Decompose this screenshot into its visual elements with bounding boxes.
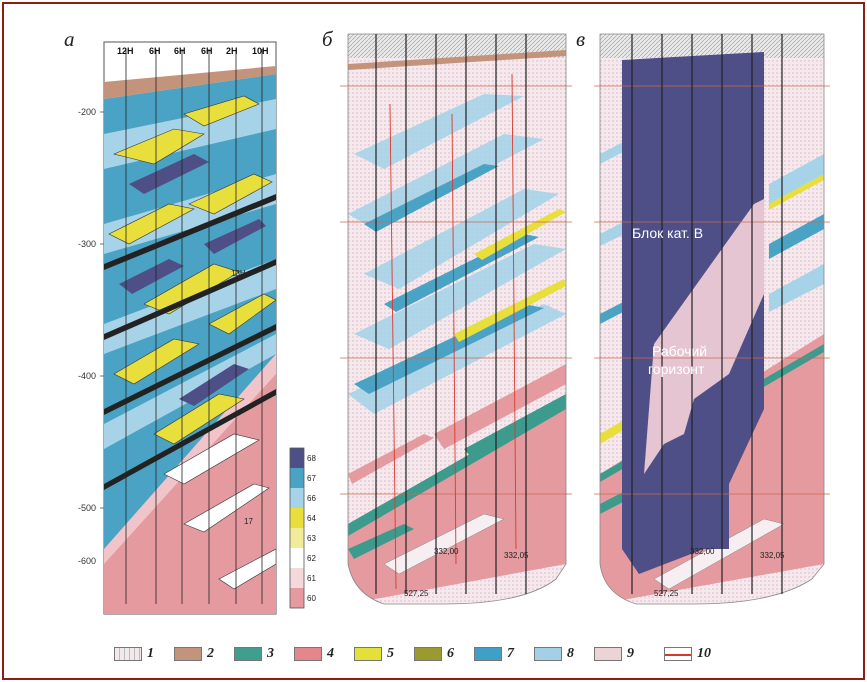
legend: 1 2 3 4 5 6 7 8 bbox=[4, 644, 863, 672]
legend-label-7: 7 bbox=[507, 646, 514, 661]
legend-swatch-5 bbox=[354, 647, 382, 661]
panel-a-section: 12Н 6Н 6Н 6Н 2Н 10Н -200 -300 -400 -500 … bbox=[78, 41, 277, 615]
panel-c-annotation-3: 527,25 bbox=[654, 589, 679, 598]
legend-label-8: 8 bbox=[567, 646, 574, 661]
working-horizon-label-1: Рабочий bbox=[652, 343, 707, 359]
well-label-1: 12Н bbox=[117, 46, 134, 56]
scale-label-7: 61 bbox=[307, 574, 316, 583]
panel-c-annotation-1: 332,00 bbox=[690, 547, 715, 556]
scale-label-3: 66 bbox=[307, 494, 316, 503]
legend-item-6: 6 bbox=[414, 644, 454, 664]
panel-letter-b: б bbox=[322, 27, 334, 51]
depth-label-2: -300 bbox=[78, 239, 96, 249]
legend-item-7: 7 bbox=[474, 644, 514, 664]
panel-letter-a: а bbox=[64, 27, 75, 51]
legend-label-4: 4 bbox=[327, 646, 334, 661]
legend-swatch-1 bbox=[114, 647, 142, 661]
panel-b-annotation-3: 527,25 bbox=[404, 589, 429, 598]
scale-label-5: 63 bbox=[307, 534, 316, 543]
depth-label-3: -400 bbox=[78, 371, 96, 381]
block-category-label: Блок кат. В bbox=[632, 225, 703, 241]
scale-label-1: 68 bbox=[307, 454, 316, 463]
well-label-5: 2Н bbox=[226, 46, 238, 56]
legend-item-5: 5 bbox=[354, 644, 394, 664]
color-scale-bar: 68 67 66 64 63 62 61 60 bbox=[289, 447, 316, 609]
well-label-6: 10Н bbox=[252, 46, 269, 56]
legend-swatch-7 bbox=[474, 647, 502, 661]
legend-item-4: 4 bbox=[294, 644, 334, 664]
panel-b-annotation-1: 332,00 bbox=[434, 547, 459, 556]
legend-item-9: 9 bbox=[594, 644, 634, 664]
scale-label-6: 62 bbox=[307, 554, 316, 563]
geology-figure: а б в bbox=[64, 27, 830, 615]
panel-c-section: Блок кат. В Рабочий горизонт 332,00 332,… bbox=[594, 33, 830, 605]
legend-label-10: 10 bbox=[697, 646, 711, 661]
panel-c-annotation-2: 332,05 bbox=[760, 551, 785, 560]
working-horizon-label-2: горизонт bbox=[648, 361, 705, 377]
well-label-4: 6Н bbox=[201, 46, 213, 56]
legend-swatch-3 bbox=[234, 647, 262, 661]
well-label-2: 6Н bbox=[149, 46, 161, 56]
panel-letter-c: в bbox=[576, 27, 585, 51]
legend-swatch-8 bbox=[534, 647, 562, 661]
panel-a-annotation-1: 13Н bbox=[231, 269, 246, 278]
well-label-3: 6Н bbox=[174, 46, 186, 56]
panel-b-section: 332,00 332,05 527,25 bbox=[340, 33, 572, 605]
scale-label-4: 64 bbox=[307, 514, 316, 523]
legend-swatch-10 bbox=[664, 647, 692, 661]
scale-label-2: 67 bbox=[307, 474, 316, 483]
scale-label-8: 60 bbox=[307, 594, 316, 603]
legend-label-5: 5 bbox=[387, 646, 394, 661]
depth-label-5: -600 bbox=[78, 556, 96, 566]
legend-item-1: 1 bbox=[114, 644, 154, 664]
depth-label-4: -500 bbox=[78, 503, 96, 513]
legend-item-3: 3 bbox=[234, 644, 274, 664]
legend-swatch-9 bbox=[594, 647, 622, 661]
legend-label-6: 6 bbox=[447, 646, 454, 661]
legend-label-3: 3 bbox=[267, 646, 274, 661]
legend-item-10: 10 bbox=[664, 644, 711, 664]
legend-item-8: 8 bbox=[534, 644, 574, 664]
legend-swatch-4 bbox=[294, 647, 322, 661]
depth-label-1: -200 bbox=[78, 107, 96, 117]
legend-swatch-6 bbox=[414, 647, 442, 661]
legend-swatch-2 bbox=[174, 647, 202, 661]
panel-b-annotation-2: 332,05 bbox=[504, 551, 529, 560]
legend-item-2: 2 bbox=[174, 644, 214, 664]
legend-label-1: 1 bbox=[147, 646, 154, 661]
legend-label-9: 9 bbox=[627, 646, 634, 661]
legend-label-2: 2 bbox=[207, 646, 214, 661]
panel-a-annotation-2: 17 bbox=[244, 517, 253, 526]
